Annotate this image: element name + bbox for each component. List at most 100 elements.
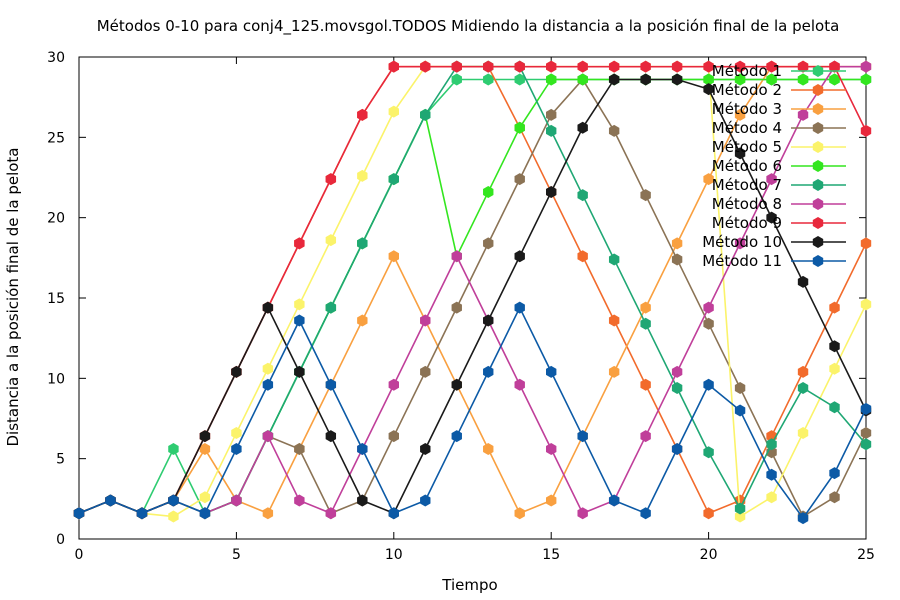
data-point — [73, 507, 85, 520]
data-point — [514, 73, 525, 86]
data-point — [420, 443, 431, 456]
data-point — [766, 73, 777, 86]
x-tick-label: 10 — [385, 547, 403, 563]
data-point — [357, 494, 368, 507]
data-point — [231, 365, 242, 378]
data-point — [388, 507, 399, 520]
data-point — [231, 426, 242, 439]
data-point — [514, 121, 525, 134]
data-point — [703, 301, 714, 314]
data-point — [703, 507, 714, 520]
data-point — [325, 378, 337, 391]
data-point — [703, 83, 714, 96]
data-point — [388, 430, 399, 443]
data-point — [357, 314, 368, 327]
y-tick-label: 15 — [47, 291, 65, 307]
data-point — [671, 60, 683, 73]
data-point — [797, 381, 809, 394]
data-point — [829, 73, 840, 86]
data-point — [671, 253, 683, 266]
x-tick-label: 5 — [232, 547, 241, 563]
data-point — [860, 298, 872, 311]
data-point — [860, 60, 872, 73]
data-point — [608, 253, 620, 266]
data-point — [640, 317, 651, 330]
series-11 — [73, 301, 872, 525]
data-point — [797, 275, 809, 288]
data-point — [577, 73, 588, 86]
y-axis-label: Distancia a la posición final de la pelo… — [4, 147, 22, 446]
legend-swatch-marker — [812, 65, 824, 77]
data-point — [546, 443, 557, 456]
series-line — [78, 65, 866, 515]
data-point — [420, 60, 431, 73]
data-point — [734, 73, 746, 86]
data-point — [262, 362, 274, 375]
data-point — [357, 108, 368, 121]
data-point — [860, 73, 872, 86]
x-tick-label: 15 — [542, 547, 560, 563]
data-point — [734, 237, 746, 250]
data-point — [294, 365, 305, 378]
data-point — [357, 237, 368, 250]
data-point — [608, 314, 620, 327]
data-point — [766, 60, 777, 73]
data-point — [829, 467, 840, 480]
data-point — [262, 378, 274, 391]
legend-label: Método 4 — [712, 119, 782, 137]
data-point — [325, 301, 337, 314]
data-point — [451, 301, 462, 314]
data-point — [577, 121, 588, 134]
data-point — [420, 314, 431, 327]
data-point — [797, 60, 809, 73]
data-point — [829, 340, 840, 353]
data-point — [608, 60, 620, 73]
legend-swatch-marker — [812, 236, 824, 248]
data-point — [734, 108, 746, 121]
chart-title: Métodos 0-10 para conj4_125.movsgol.TODO… — [97, 17, 840, 36]
data-point — [514, 507, 525, 520]
legend-swatch-marker — [812, 160, 824, 172]
data-point — [420, 108, 431, 121]
data-point — [829, 362, 840, 375]
legend-swatch-marker — [812, 122, 824, 134]
legend-label: Método 5 — [712, 138, 782, 156]
data-point — [294, 237, 305, 250]
legend-swatch-marker — [812, 141, 824, 153]
data-point — [388, 250, 399, 263]
data-point — [514, 250, 525, 263]
data-point — [231, 443, 242, 456]
data-point — [703, 378, 714, 391]
data-point — [294, 443, 305, 456]
data-point — [546, 494, 557, 507]
data-point — [671, 73, 683, 86]
legend-swatch-marker — [812, 198, 824, 210]
legend-label: Método 8 — [712, 195, 782, 213]
data-point — [199, 443, 211, 456]
data-point — [325, 430, 337, 443]
data-point — [325, 234, 337, 247]
data-point — [262, 301, 274, 314]
data-point — [546, 60, 557, 73]
data-point — [136, 507, 148, 520]
series-line — [78, 65, 866, 515]
legend-label: Método 9 — [712, 214, 782, 232]
data-point — [860, 124, 872, 137]
data-point — [766, 491, 777, 504]
data-point — [608, 124, 620, 137]
legend-label: Método 11 — [702, 252, 782, 270]
data-point — [577, 430, 588, 443]
data-point — [388, 173, 399, 186]
data-point — [797, 365, 809, 378]
data-point — [168, 510, 179, 523]
data-point — [640, 430, 651, 443]
legend-label: Método 1 — [712, 62, 782, 80]
data-point — [231, 494, 242, 507]
data-point — [640, 301, 651, 314]
data-point — [514, 173, 525, 186]
data-point — [734, 510, 746, 523]
data-point — [577, 60, 588, 73]
legend-label: Método 7 — [712, 176, 782, 194]
